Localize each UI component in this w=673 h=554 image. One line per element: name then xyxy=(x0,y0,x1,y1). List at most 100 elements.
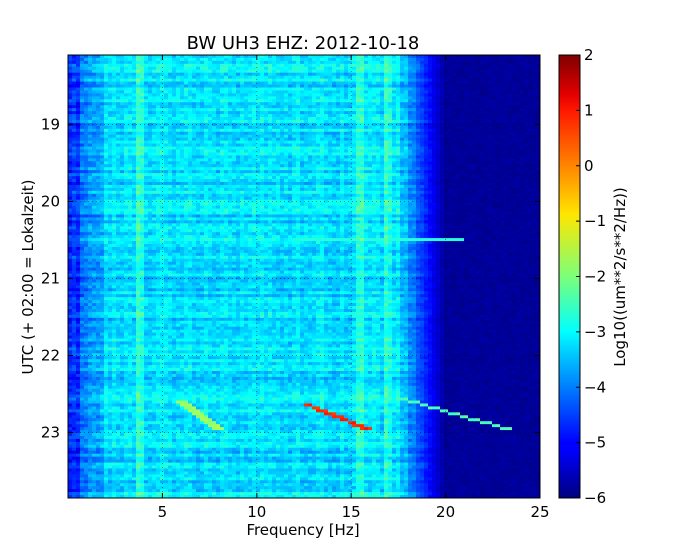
heatmap-cell xyxy=(80,55,85,59)
heatmap-cell xyxy=(68,78,73,83)
heatmap-cell xyxy=(152,69,157,74)
heatmap-cell xyxy=(212,69,217,74)
heatmap-cell xyxy=(320,55,325,59)
heatmap-cell xyxy=(120,75,125,80)
heatmap-cell xyxy=(228,63,233,68)
heatmap-cell xyxy=(416,57,421,62)
heatmap-cell xyxy=(332,63,337,68)
heatmap-cell xyxy=(428,55,433,59)
heatmap-cell xyxy=(84,55,89,59)
heatmap-cell xyxy=(152,60,157,65)
heatmap-cell xyxy=(100,57,105,62)
heatmap-cell xyxy=(532,75,537,80)
heatmap-cell xyxy=(180,72,185,77)
heatmap-cell xyxy=(140,72,145,77)
heatmap-cell xyxy=(476,55,481,59)
heatmap-cell xyxy=(188,69,193,74)
heatmap-cell xyxy=(220,78,225,83)
heatmap-cell xyxy=(104,60,109,65)
heatmap-cell xyxy=(192,55,197,59)
heatmap-cell xyxy=(204,81,209,86)
heatmap-cell xyxy=(500,72,505,77)
heatmap-cell xyxy=(156,75,161,80)
heatmap-cell xyxy=(520,60,525,65)
heatmap-cell xyxy=(84,78,89,83)
heatmap-cell xyxy=(184,72,189,77)
heatmap-cell xyxy=(216,81,221,86)
heatmap-cell xyxy=(504,63,509,68)
heatmap-cell xyxy=(128,66,133,71)
heatmap-cell xyxy=(248,60,253,65)
heatmap-cell xyxy=(496,72,501,77)
heatmap-cell xyxy=(212,81,217,86)
heatmap-cell xyxy=(408,66,413,71)
heatmap-cell xyxy=(276,63,281,68)
heatmap-cell xyxy=(296,55,301,59)
heatmap-cell xyxy=(148,78,153,83)
heatmap-cell xyxy=(484,69,489,74)
heatmap-cell xyxy=(148,60,153,65)
heatmap-cell xyxy=(284,66,289,71)
heatmap-cell xyxy=(468,63,473,68)
heatmap-cell xyxy=(144,72,149,77)
heatmap-cell xyxy=(440,55,445,59)
heatmap-cell xyxy=(352,78,357,83)
heatmap-cell xyxy=(204,55,209,59)
heatmap-cell xyxy=(248,72,253,77)
heatmap-cell xyxy=(476,60,481,65)
heatmap-cell xyxy=(516,72,521,77)
heatmap-cell xyxy=(92,66,97,71)
heatmap-cell xyxy=(496,55,501,59)
heatmap-cell xyxy=(424,57,429,62)
heatmap-cell xyxy=(168,60,173,65)
heatmap-cell xyxy=(292,69,297,74)
heatmap-cell xyxy=(124,72,129,77)
heatmap-cell xyxy=(232,69,237,74)
heatmap-cell xyxy=(496,57,501,62)
heatmap-cell xyxy=(392,60,397,65)
heatmap-cell xyxy=(132,66,137,71)
heatmap-cell xyxy=(432,63,437,68)
heatmap-cell xyxy=(312,78,317,83)
heatmap-cell xyxy=(492,57,497,62)
heatmap-cell xyxy=(372,55,377,59)
heatmap-cell xyxy=(76,78,81,83)
heatmap-cell xyxy=(252,66,257,71)
heatmap-cell xyxy=(324,63,329,68)
heatmap-cell xyxy=(96,78,101,83)
heatmap-cell xyxy=(124,57,129,62)
heatmap-cell xyxy=(532,60,537,65)
heatmap-cell xyxy=(400,60,405,65)
heatmap-cell xyxy=(264,55,269,59)
heatmap-cell xyxy=(292,81,297,86)
heatmap-cell xyxy=(304,66,309,71)
heatmap-cell xyxy=(72,57,77,62)
heatmap-cell xyxy=(132,69,137,74)
heatmap-cell xyxy=(312,72,317,77)
heatmap-cell xyxy=(528,78,533,83)
heatmap-cell xyxy=(484,75,489,80)
heatmap-cell xyxy=(448,57,453,62)
heatmap-cell xyxy=(300,60,305,65)
heatmap-cell xyxy=(444,78,449,83)
heatmap-cell xyxy=(308,75,313,80)
heatmap-cell xyxy=(348,75,353,80)
heatmap-cell xyxy=(224,72,229,77)
heatmap-cell xyxy=(320,81,325,86)
heatmap-cell xyxy=(476,69,481,74)
heatmap-cell xyxy=(280,72,285,77)
heatmap-cell xyxy=(348,78,353,83)
heatmap-cell xyxy=(240,69,245,74)
heatmap-cell xyxy=(324,81,329,86)
heatmap-cell xyxy=(460,72,465,77)
heatmap-cell xyxy=(484,57,489,62)
heatmap-cell xyxy=(348,55,353,59)
heatmap-cell xyxy=(296,75,301,80)
heatmap-cell xyxy=(200,55,205,59)
heatmap-cell xyxy=(480,60,485,65)
heatmap-cell xyxy=(388,55,393,59)
heatmap-cell xyxy=(448,66,453,71)
heatmap-cell xyxy=(180,55,185,59)
heatmap-cell xyxy=(324,57,329,62)
